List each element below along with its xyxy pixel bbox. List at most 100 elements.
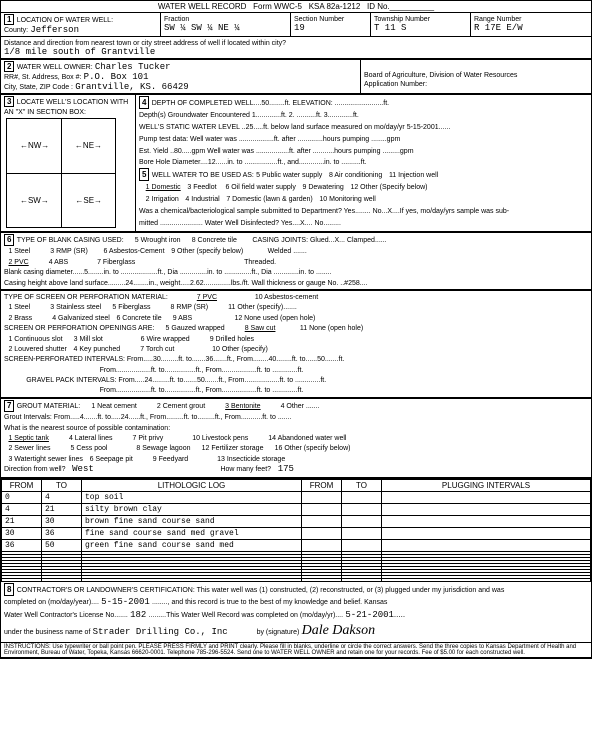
chem2: mitted ...................... Water Well…	[139, 220, 341, 227]
s4: 4 Galvanized steel	[52, 315, 110, 322]
s1: 1 Steel	[8, 304, 30, 311]
form-header: WATER WELL RECORD Form WWC-5 KSA 82a-121…	[1, 1, 591, 13]
dist: 1/8 mile south of Grantville	[4, 47, 155, 57]
p7: 7 Pit privy	[133, 435, 164, 442]
section: 19	[294, 23, 305, 33]
casing-label: TYPE OF BLANK CASING USED:	[17, 237, 124, 244]
s7: 7 PVC	[197, 294, 217, 301]
board: Board of Agriculture, Division of Water …	[364, 72, 517, 79]
sec6: 6	[4, 234, 14, 246]
h-plug: PLUGGING INTERVALS	[382, 479, 591, 491]
p12: 12 Fertilizer storage	[202, 445, 264, 452]
contam: What is the nearest source of possible c…	[4, 425, 170, 432]
joints: CASING JOINTS: Glued...X... Clamped.....…	[252, 237, 386, 244]
u10: 10 Monitoring well	[319, 196, 375, 203]
section-label: Section Number	[294, 16, 344, 23]
fraction-label: Fraction	[164, 16, 189, 23]
distance-row: Distance and direction from nearest town…	[1, 37, 591, 60]
perf: SCREEN-PERFORATED INTERVALS: From.....30…	[4, 356, 344, 363]
p16: 16 Other (specify below)	[275, 445, 351, 452]
chem: Was a chemical/bacteriological sample su…	[139, 208, 509, 215]
cert-line4a: under the business name of	[4, 629, 90, 636]
c4: 4 ABS	[49, 259, 68, 266]
table-row: 421silty brown clay	[2, 503, 591, 515]
joints3: Threaded.	[244, 259, 276, 266]
h-from2: FROM	[302, 479, 342, 491]
township-label: Township Number	[374, 16, 430, 23]
s9: 9 ABS	[173, 315, 192, 322]
s6: 6 Concrete tile	[116, 315, 161, 322]
c6: 6 Asbestos-Cement	[103, 248, 164, 255]
range-label: Range Number	[474, 16, 521, 23]
c2: 2 PVC	[8, 259, 28, 266]
u8: 8 Air conditioning	[329, 172, 382, 179]
u1: 1 Domestic	[146, 184, 181, 191]
h-from: FROM	[2, 479, 42, 491]
signature: Dale Dakson	[302, 623, 376, 638]
city: Grantville, KS. 66429	[75, 82, 188, 92]
owner-row: 2 WATER WELL OWNER: Charles Tucker RR#, …	[1, 60, 591, 95]
township: T 11 S	[374, 23, 406, 33]
depth-bore: Bore Hole Diameter....12......in. to ...…	[139, 159, 367, 166]
app: Application Number:	[364, 81, 427, 88]
s2: 2 Brass	[8, 315, 32, 322]
c7: 7 Fiberglass	[97, 259, 135, 266]
s11: 11 Other (specify).......	[228, 304, 297, 311]
o6: 6 Wire wrapped	[141, 336, 190, 343]
section-diagram: ←NW→ ←NE→ ←SW→ ←SE→	[6, 118, 116, 228]
sec1: 1	[4, 14, 14, 25]
ksa: KSA 82a-1212	[309, 2, 361, 11]
u11: 11 Injection well	[389, 172, 438, 179]
u3: 3 Feedlot	[187, 184, 216, 191]
feet: How many feet?	[220, 466, 271, 473]
s12: 12 None used (open hole)	[234, 315, 315, 322]
c1: 1 Steel	[8, 248, 30, 255]
grout-label: GROUT MATERIAL:	[17, 403, 81, 410]
u9: 9 Dewatering	[303, 184, 344, 191]
depth-section: 3 LOCATE WELL'S LOCATION WITH AN "X" IN …	[1, 95, 591, 233]
sec8: 8	[4, 583, 14, 596]
g3: 3 Bentonite	[225, 403, 260, 410]
o8: 8 Saw cut	[245, 325, 276, 332]
g2: 2 Cement grout	[157, 403, 205, 410]
cert-line4b: by (signature)	[257, 629, 300, 636]
o7: 7 Torch cut	[140, 346, 174, 353]
x-label: AN "X" IN SECTION BOX:	[4, 109, 86, 116]
o2: 2 Louvered shutter	[8, 346, 66, 353]
table-row: 3650green fine sand course sand med	[2, 539, 591, 551]
gravel2: From..................ft. to............…	[100, 387, 304, 394]
instr-text: INSTRUCTIONS: Use typewriter or ball poi…	[1, 643, 591, 657]
cert-section: 8 CONTRACTOR'S OR LANDOWNER'S CERTIFICAT…	[1, 582, 591, 643]
s10: 10 Asbestos-cement	[255, 294, 318, 301]
id: ID No.	[367, 2, 390, 11]
p1: 1 Septic tank	[8, 435, 48, 442]
screen-section: TYPE OF SCREEN OR PERFORATION MATERIAL: …	[1, 291, 591, 399]
p8: 8 Sewage lagoon	[136, 445, 190, 452]
cert-date1: 5-15-2001	[101, 597, 150, 607]
p5: 5 Cess pool	[71, 445, 108, 452]
o5: 5 Gauzed wrapped	[166, 325, 225, 332]
cert-line3a: Water Well Contractor's License No......…	[4, 612, 128, 619]
cert-line2b: ........, and this record is true to the…	[152, 599, 387, 606]
sec7: 7	[4, 400, 14, 412]
c9: 9 Other (specify below)	[171, 248, 243, 255]
u6: 6 Oil field water supply	[225, 184, 295, 191]
h-to: TO	[42, 479, 82, 491]
open-label: SCREEN OR PERFORATION OPENINGS ARE:	[4, 325, 154, 332]
depth-ground: Depth(s) Groundwater Encountered 1......…	[139, 112, 359, 119]
p14: 14 Abandoned water well	[268, 435, 346, 442]
cert-line2a: completed on (mo/day/year)....	[4, 599, 99, 606]
c8: 8 Concrete tile	[192, 237, 237, 244]
s8: 8 RMP (SR)	[171, 304, 209, 311]
cert-line3b: .........This Water Well Record was comp…	[149, 612, 344, 619]
p2: 2 Sewer lines	[8, 445, 50, 452]
loc-label: LOCATION OF WATER WELL:	[17, 17, 113, 24]
u12: 12 Other (Specify below)	[350, 184, 427, 191]
u4: 4 Industrial	[185, 196, 219, 203]
lithologic-log-table: FROM TO LITHOLOGIC LOG FROM TO PLUGGING …	[1, 479, 591, 582]
cert-line1: CONTRACTOR'S OR LANDOWNER'S CERTIFICATIO…	[17, 587, 505, 594]
p9: 9 Feedyard	[153, 456, 188, 463]
o4: 4 Key punched	[74, 346, 121, 353]
cert-date2: 5-21-2001	[345, 610, 394, 620]
cert-bus: Strader Drilling Co., Inc	[93, 627, 228, 637]
